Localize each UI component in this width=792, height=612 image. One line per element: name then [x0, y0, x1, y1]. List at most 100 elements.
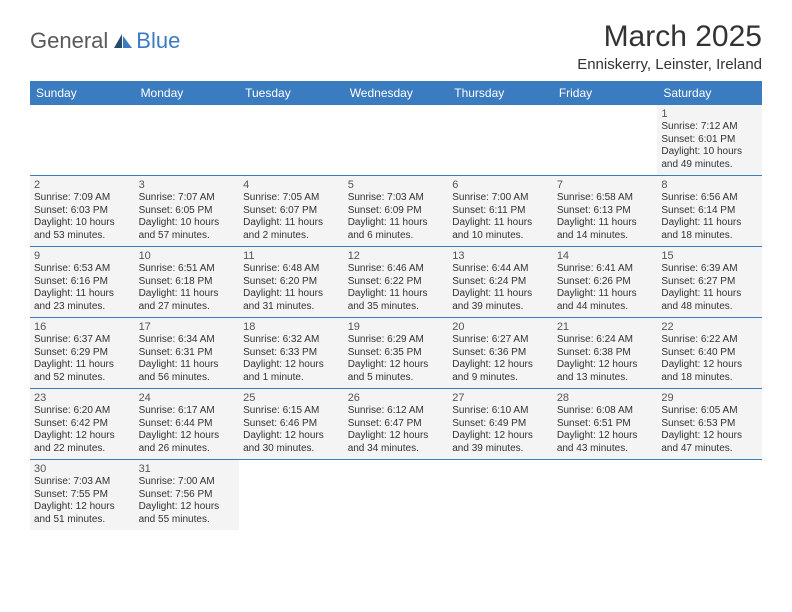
- calendar-day-cell: 20Sunrise: 6:27 AMSunset: 6:36 PMDayligh…: [448, 318, 553, 389]
- day-number: 21: [557, 321, 654, 333]
- day-info: Sunrise: 6:44 AMSunset: 6:24 PMDaylight:…: [452, 263, 549, 313]
- day-info: Sunrise: 6:17 AMSunset: 6:44 PMDaylight:…: [139, 405, 236, 455]
- calendar-day-cell: [30, 105, 135, 176]
- day-number: 30: [34, 463, 131, 475]
- calendar-day-cell: 18Sunrise: 6:32 AMSunset: 6:33 PMDayligh…: [239, 318, 344, 389]
- day-number: 16: [34, 321, 131, 333]
- day-info: Sunrise: 6:58 AMSunset: 6:13 PMDaylight:…: [557, 192, 654, 242]
- day-number: 31: [139, 463, 236, 475]
- header: General Blue March 2025 Enniskerry, Lein…: [30, 20, 762, 73]
- day-number: 20: [452, 321, 549, 333]
- day-number: 8: [661, 179, 758, 191]
- day-info: Sunrise: 6:29 AMSunset: 6:35 PMDaylight:…: [348, 334, 445, 384]
- calendar-body: 1Sunrise: 7:12 AMSunset: 6:01 PMDaylight…: [30, 105, 762, 530]
- day-number: 14: [557, 250, 654, 262]
- day-info: Sunrise: 7:07 AMSunset: 6:05 PMDaylight:…: [139, 192, 236, 242]
- day-info: Sunrise: 6:53 AMSunset: 6:16 PMDaylight:…: [34, 263, 131, 313]
- calendar-week-row: 16Sunrise: 6:37 AMSunset: 6:29 PMDayligh…: [30, 318, 762, 389]
- day-number: 2: [34, 179, 131, 191]
- calendar-day-cell: 21Sunrise: 6:24 AMSunset: 6:38 PMDayligh…: [553, 318, 658, 389]
- calendar-header-row: SundayMondayTuesdayWednesdayThursdayFrid…: [30, 81, 762, 105]
- day-number: 22: [661, 321, 758, 333]
- calendar-week-row: 30Sunrise: 7:03 AMSunset: 7:55 PMDayligh…: [30, 460, 762, 531]
- weekday-header: Saturday: [657, 81, 762, 105]
- calendar-day-cell: 3Sunrise: 7:07 AMSunset: 6:05 PMDaylight…: [135, 176, 240, 247]
- weekday-header: Monday: [135, 81, 240, 105]
- day-info: Sunrise: 7:12 AMSunset: 6:01 PMDaylight:…: [661, 121, 758, 171]
- day-info: Sunrise: 6:27 AMSunset: 6:36 PMDaylight:…: [452, 334, 549, 384]
- calendar-day-cell: [553, 105, 658, 176]
- day-number: 7: [557, 179, 654, 191]
- day-info: Sunrise: 6:56 AMSunset: 6:14 PMDaylight:…: [661, 192, 758, 242]
- day-number: 1: [661, 108, 758, 120]
- calendar-day-cell: 27Sunrise: 6:10 AMSunset: 6:49 PMDayligh…: [448, 389, 553, 460]
- day-info: Sunrise: 6:22 AMSunset: 6:40 PMDaylight:…: [661, 334, 758, 384]
- calendar-day-cell: 28Sunrise: 6:08 AMSunset: 6:51 PMDayligh…: [553, 389, 658, 460]
- calendar-week-row: 9Sunrise: 6:53 AMSunset: 6:16 PMDaylight…: [30, 247, 762, 318]
- month-title: March 2025: [577, 20, 762, 54]
- weekday-header: Thursday: [448, 81, 553, 105]
- day-number: 23: [34, 392, 131, 404]
- calendar-day-cell: 15Sunrise: 6:39 AMSunset: 6:27 PMDayligh…: [657, 247, 762, 318]
- day-info: Sunrise: 6:39 AMSunset: 6:27 PMDaylight:…: [661, 263, 758, 313]
- day-info: Sunrise: 7:05 AMSunset: 6:07 PMDaylight:…: [243, 192, 340, 242]
- calendar-day-cell: 23Sunrise: 6:20 AMSunset: 6:42 PMDayligh…: [30, 389, 135, 460]
- day-info: Sunrise: 7:03 AMSunset: 7:55 PMDaylight:…: [34, 476, 131, 526]
- calendar-day-cell: 26Sunrise: 6:12 AMSunset: 6:47 PMDayligh…: [344, 389, 449, 460]
- day-info: Sunrise: 6:05 AMSunset: 6:53 PMDaylight:…: [661, 405, 758, 455]
- calendar-day-cell: 29Sunrise: 6:05 AMSunset: 6:53 PMDayligh…: [657, 389, 762, 460]
- calendar-day-cell: [448, 105, 553, 176]
- calendar-page: General Blue March 2025 Enniskerry, Lein…: [0, 0, 792, 550]
- day-info: Sunrise: 6:51 AMSunset: 6:18 PMDaylight:…: [139, 263, 236, 313]
- sail-icon: [112, 32, 134, 50]
- calendar-day-cell: 25Sunrise: 6:15 AMSunset: 6:46 PMDayligh…: [239, 389, 344, 460]
- day-number: 13: [452, 250, 549, 262]
- calendar-day-cell: 17Sunrise: 6:34 AMSunset: 6:31 PMDayligh…: [135, 318, 240, 389]
- day-info: Sunrise: 6:10 AMSunset: 6:49 PMDaylight:…: [452, 405, 549, 455]
- calendar-day-cell: 8Sunrise: 6:56 AMSunset: 6:14 PMDaylight…: [657, 176, 762, 247]
- calendar-day-cell: 24Sunrise: 6:17 AMSunset: 6:44 PMDayligh…: [135, 389, 240, 460]
- day-number: 12: [348, 250, 445, 262]
- calendar-week-row: 23Sunrise: 6:20 AMSunset: 6:42 PMDayligh…: [30, 389, 762, 460]
- calendar-day-cell: [553, 460, 658, 531]
- day-number: 9: [34, 250, 131, 262]
- day-info: Sunrise: 6:15 AMSunset: 6:46 PMDaylight:…: [243, 405, 340, 455]
- day-info: Sunrise: 6:34 AMSunset: 6:31 PMDaylight:…: [139, 334, 236, 384]
- calendar-day-cell: 13Sunrise: 6:44 AMSunset: 6:24 PMDayligh…: [448, 247, 553, 318]
- day-number: 10: [139, 250, 236, 262]
- logo: General Blue: [30, 20, 180, 54]
- calendar-table: SundayMondayTuesdayWednesdayThursdayFrid…: [30, 81, 762, 530]
- calendar-day-cell: 14Sunrise: 6:41 AMSunset: 6:26 PMDayligh…: [553, 247, 658, 318]
- day-number: 6: [452, 179, 549, 191]
- day-number: 15: [661, 250, 758, 262]
- day-info: Sunrise: 6:37 AMSunset: 6:29 PMDaylight:…: [34, 334, 131, 384]
- calendar-day-cell: [239, 460, 344, 531]
- day-number: 5: [348, 179, 445, 191]
- day-info: Sunrise: 6:08 AMSunset: 6:51 PMDaylight:…: [557, 405, 654, 455]
- calendar-day-cell: 9Sunrise: 6:53 AMSunset: 6:16 PMDaylight…: [30, 247, 135, 318]
- day-number: 18: [243, 321, 340, 333]
- day-info: Sunrise: 6:46 AMSunset: 6:22 PMDaylight:…: [348, 263, 445, 313]
- day-info: Sunrise: 6:48 AMSunset: 6:20 PMDaylight:…: [243, 263, 340, 313]
- calendar-day-cell: [239, 105, 344, 176]
- day-info: Sunrise: 6:24 AMSunset: 6:38 PMDaylight:…: [557, 334, 654, 384]
- day-number: 28: [557, 392, 654, 404]
- day-info: Sunrise: 7:09 AMSunset: 6:03 PMDaylight:…: [34, 192, 131, 242]
- day-info: Sunrise: 7:03 AMSunset: 6:09 PMDaylight:…: [348, 192, 445, 242]
- logo-text-blue: Blue: [136, 28, 180, 54]
- calendar-day-cell: 30Sunrise: 7:03 AMSunset: 7:55 PMDayligh…: [30, 460, 135, 531]
- day-number: 29: [661, 392, 758, 404]
- day-info: Sunrise: 7:00 AMSunset: 7:56 PMDaylight:…: [139, 476, 236, 526]
- location: Enniskerry, Leinster, Ireland: [577, 56, 762, 73]
- weekday-header: Tuesday: [239, 81, 344, 105]
- calendar-day-cell: [135, 105, 240, 176]
- day-number: 3: [139, 179, 236, 191]
- day-info: Sunrise: 6:20 AMSunset: 6:42 PMDaylight:…: [34, 405, 131, 455]
- day-number: 24: [139, 392, 236, 404]
- calendar-day-cell: 1Sunrise: 7:12 AMSunset: 6:01 PMDaylight…: [657, 105, 762, 176]
- calendar-week-row: 2Sunrise: 7:09 AMSunset: 6:03 PMDaylight…: [30, 176, 762, 247]
- day-number: 19: [348, 321, 445, 333]
- calendar-day-cell: 4Sunrise: 7:05 AMSunset: 6:07 PMDaylight…: [239, 176, 344, 247]
- calendar-day-cell: 10Sunrise: 6:51 AMSunset: 6:18 PMDayligh…: [135, 247, 240, 318]
- title-block: March 2025 Enniskerry, Leinster, Ireland: [577, 20, 762, 73]
